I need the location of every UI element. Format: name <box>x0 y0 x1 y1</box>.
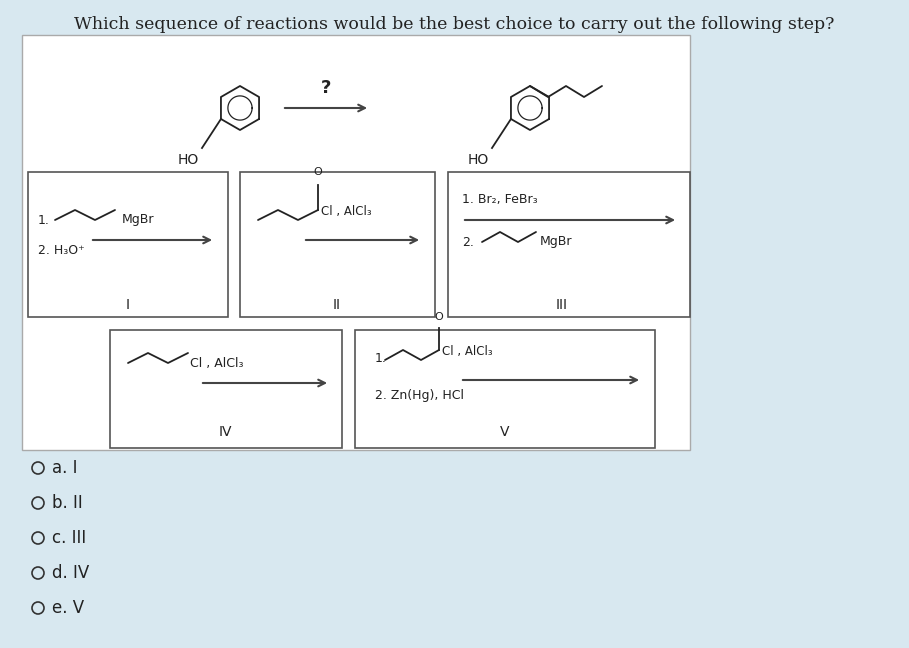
Text: 2. Zn(Hg), HCl: 2. Zn(Hg), HCl <box>375 389 464 402</box>
Text: 1.: 1. <box>375 351 387 364</box>
Text: d. IV: d. IV <box>52 564 89 582</box>
Text: HO: HO <box>468 153 489 167</box>
Text: O: O <box>314 167 323 177</box>
Bar <box>28 172 228 317</box>
Text: I: I <box>126 298 130 312</box>
Text: b. II: b. II <box>52 494 83 512</box>
Text: V: V <box>500 425 510 439</box>
Bar <box>240 172 435 317</box>
Bar <box>448 172 690 317</box>
Text: O: O <box>435 312 444 322</box>
Text: a. I: a. I <box>52 459 77 477</box>
Text: Cl , AlCl₃: Cl , AlCl₃ <box>190 356 244 369</box>
Text: II: II <box>333 298 341 312</box>
Text: Which sequence of reactions would be the best choice to carry out the following : Which sequence of reactions would be the… <box>74 16 834 33</box>
Text: MgBr: MgBr <box>540 235 573 248</box>
Text: IV: IV <box>218 425 232 439</box>
Text: e. V: e. V <box>52 599 85 617</box>
Bar <box>110 330 342 448</box>
Text: 1. Br₂, FeBr₃: 1. Br₂, FeBr₃ <box>462 194 537 207</box>
Bar <box>355 330 655 448</box>
Bar <box>22 35 690 450</box>
Text: 1.: 1. <box>38 213 50 227</box>
Text: MgBr: MgBr <box>122 213 155 227</box>
Text: Cl , AlCl₃: Cl , AlCl₃ <box>442 345 493 358</box>
Text: ?: ? <box>321 79 331 97</box>
Text: III: III <box>556 298 568 312</box>
Text: Cl , AlCl₃: Cl , AlCl₃ <box>321 205 372 218</box>
Text: 2.: 2. <box>462 235 474 248</box>
Text: c. III: c. III <box>52 529 86 547</box>
Text: 2. H₃O⁺: 2. H₃O⁺ <box>38 244 85 257</box>
Text: HO: HO <box>178 153 199 167</box>
